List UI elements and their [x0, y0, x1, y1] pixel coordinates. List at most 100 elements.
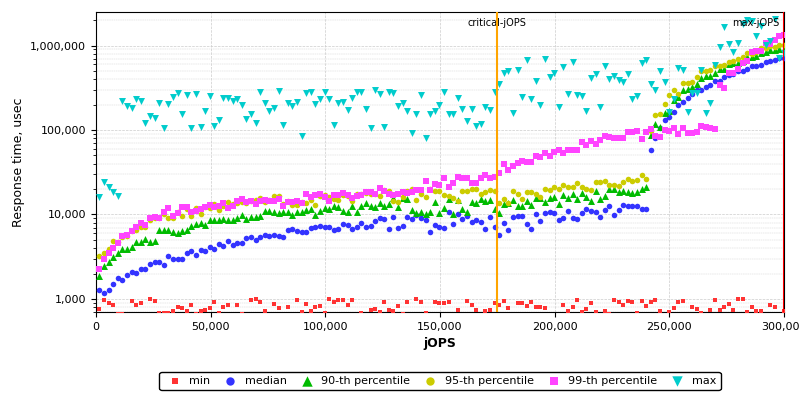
90-th percentile	[773, 46, 786, 52]
min	[769, 304, 782, 310]
95-th percentile	[107, 238, 120, 244]
90-th percentile	[286, 212, 299, 218]
min	[217, 304, 230, 310]
median	[304, 225, 317, 232]
95-th percentile	[553, 186, 566, 192]
99-th percentile	[548, 148, 561, 155]
90-th percentile	[322, 206, 335, 212]
max	[369, 87, 382, 93]
max	[410, 111, 423, 118]
99-th percentile	[704, 124, 717, 131]
min	[608, 297, 621, 303]
99-th percentile	[456, 174, 469, 181]
95-th percentile	[290, 202, 303, 208]
max	[162, 100, 174, 107]
min	[433, 300, 446, 307]
99-th percentile	[553, 147, 566, 153]
90-th percentile	[185, 223, 198, 229]
min	[447, 313, 460, 319]
median	[410, 212, 423, 218]
99-th percentile	[640, 129, 653, 135]
99-th percentile	[511, 160, 524, 166]
max	[295, 133, 308, 140]
min	[250, 296, 262, 303]
max	[318, 89, 331, 95]
99-th percentile	[387, 192, 400, 198]
median	[263, 233, 276, 239]
median	[258, 232, 271, 238]
min	[171, 304, 184, 310]
min	[295, 309, 308, 315]
min	[722, 300, 735, 307]
median	[677, 98, 690, 105]
90-th percentile	[672, 94, 685, 100]
90-th percentile	[474, 196, 487, 202]
median	[414, 215, 427, 222]
90-th percentile	[704, 72, 717, 79]
99-th percentile	[304, 194, 317, 200]
90-th percentile	[433, 210, 446, 216]
90-th percentile	[414, 209, 427, 216]
min	[580, 306, 593, 312]
90-th percentile	[470, 200, 482, 206]
min	[369, 306, 382, 312]
median	[387, 214, 400, 220]
90-th percentile	[525, 202, 538, 208]
90-th percentile	[594, 195, 606, 202]
min	[617, 302, 630, 308]
median	[139, 266, 152, 272]
median	[254, 234, 266, 240]
median	[401, 214, 414, 220]
90-th percentile	[764, 47, 777, 54]
90-th percentile	[134, 239, 147, 246]
max	[222, 95, 234, 101]
90-th percentile	[392, 204, 405, 210]
max	[672, 65, 685, 71]
max	[341, 107, 354, 113]
99-th percentile	[374, 185, 386, 192]
90-th percentile	[231, 215, 244, 222]
90-th percentile	[575, 190, 588, 196]
90-th percentile	[162, 227, 174, 234]
median	[538, 210, 551, 216]
95-th percentile	[222, 199, 234, 206]
90-th percentile	[359, 200, 372, 206]
99-th percentile	[658, 127, 671, 133]
max	[130, 96, 142, 102]
95-th percentile	[98, 250, 110, 256]
90-th percentile	[709, 70, 722, 76]
90-th percentile	[488, 206, 501, 212]
max	[226, 98, 239, 104]
median	[571, 216, 584, 222]
max	[304, 88, 317, 95]
95-th percentile	[746, 50, 758, 57]
90-th percentile	[158, 227, 170, 234]
95-th percentile	[662, 92, 675, 98]
99-th percentile	[254, 198, 266, 204]
99-th percentile	[732, 65, 745, 72]
99-th percentile	[300, 191, 313, 197]
95-th percentile	[382, 187, 395, 194]
90-th percentile	[622, 189, 634, 195]
95-th percentile	[483, 186, 496, 193]
99-th percentile	[208, 204, 221, 210]
median	[442, 209, 455, 216]
median	[598, 207, 611, 213]
90-th percentile	[465, 198, 478, 205]
min	[222, 302, 234, 309]
min	[180, 308, 193, 314]
99-th percentile	[121, 232, 134, 238]
median	[662, 114, 675, 120]
max	[346, 94, 358, 101]
median	[690, 87, 703, 94]
90-th percentile	[171, 229, 184, 236]
95-th percentile	[121, 233, 134, 239]
99-th percentile	[286, 199, 299, 206]
90-th percentile	[121, 246, 134, 252]
99-th percentile	[746, 49, 758, 56]
max	[258, 100, 271, 106]
90-th percentile	[585, 198, 598, 204]
max	[194, 124, 207, 130]
max	[374, 91, 386, 98]
max	[337, 99, 350, 106]
